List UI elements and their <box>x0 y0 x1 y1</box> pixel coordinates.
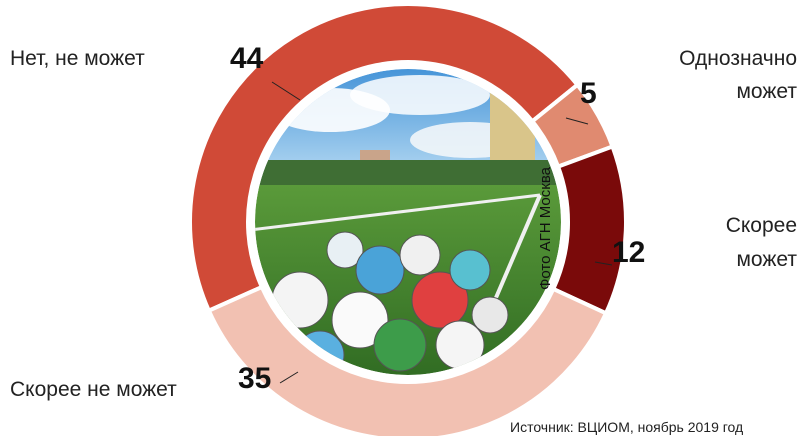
source: Источник: ВЦИОМ, ноябрь 2019 год <box>510 419 743 435</box>
category-label: Скорее может <box>726 214 798 271</box>
value-label: 5 <box>580 77 597 110</box>
category-label: Скорее не может <box>10 378 177 401</box>
photo-border <box>251 65 565 379</box>
pointer-line <box>594 261 613 266</box>
value-label: 12 <box>612 236 645 269</box>
pointer-line <box>279 371 299 384</box>
category-label: Нет, не может <box>10 47 145 70</box>
category-label: Однозначно может <box>679 47 797 103</box>
donut-segment <box>206 284 609 436</box>
value-label: 44 <box>230 42 264 75</box>
pointer-line <box>565 117 589 125</box>
pointer-line <box>271 81 301 101</box>
value-label: 35 <box>238 362 271 395</box>
photo-credit: Фото АГН Москва <box>537 166 554 290</box>
donut-segment <box>188 2 581 314</box>
